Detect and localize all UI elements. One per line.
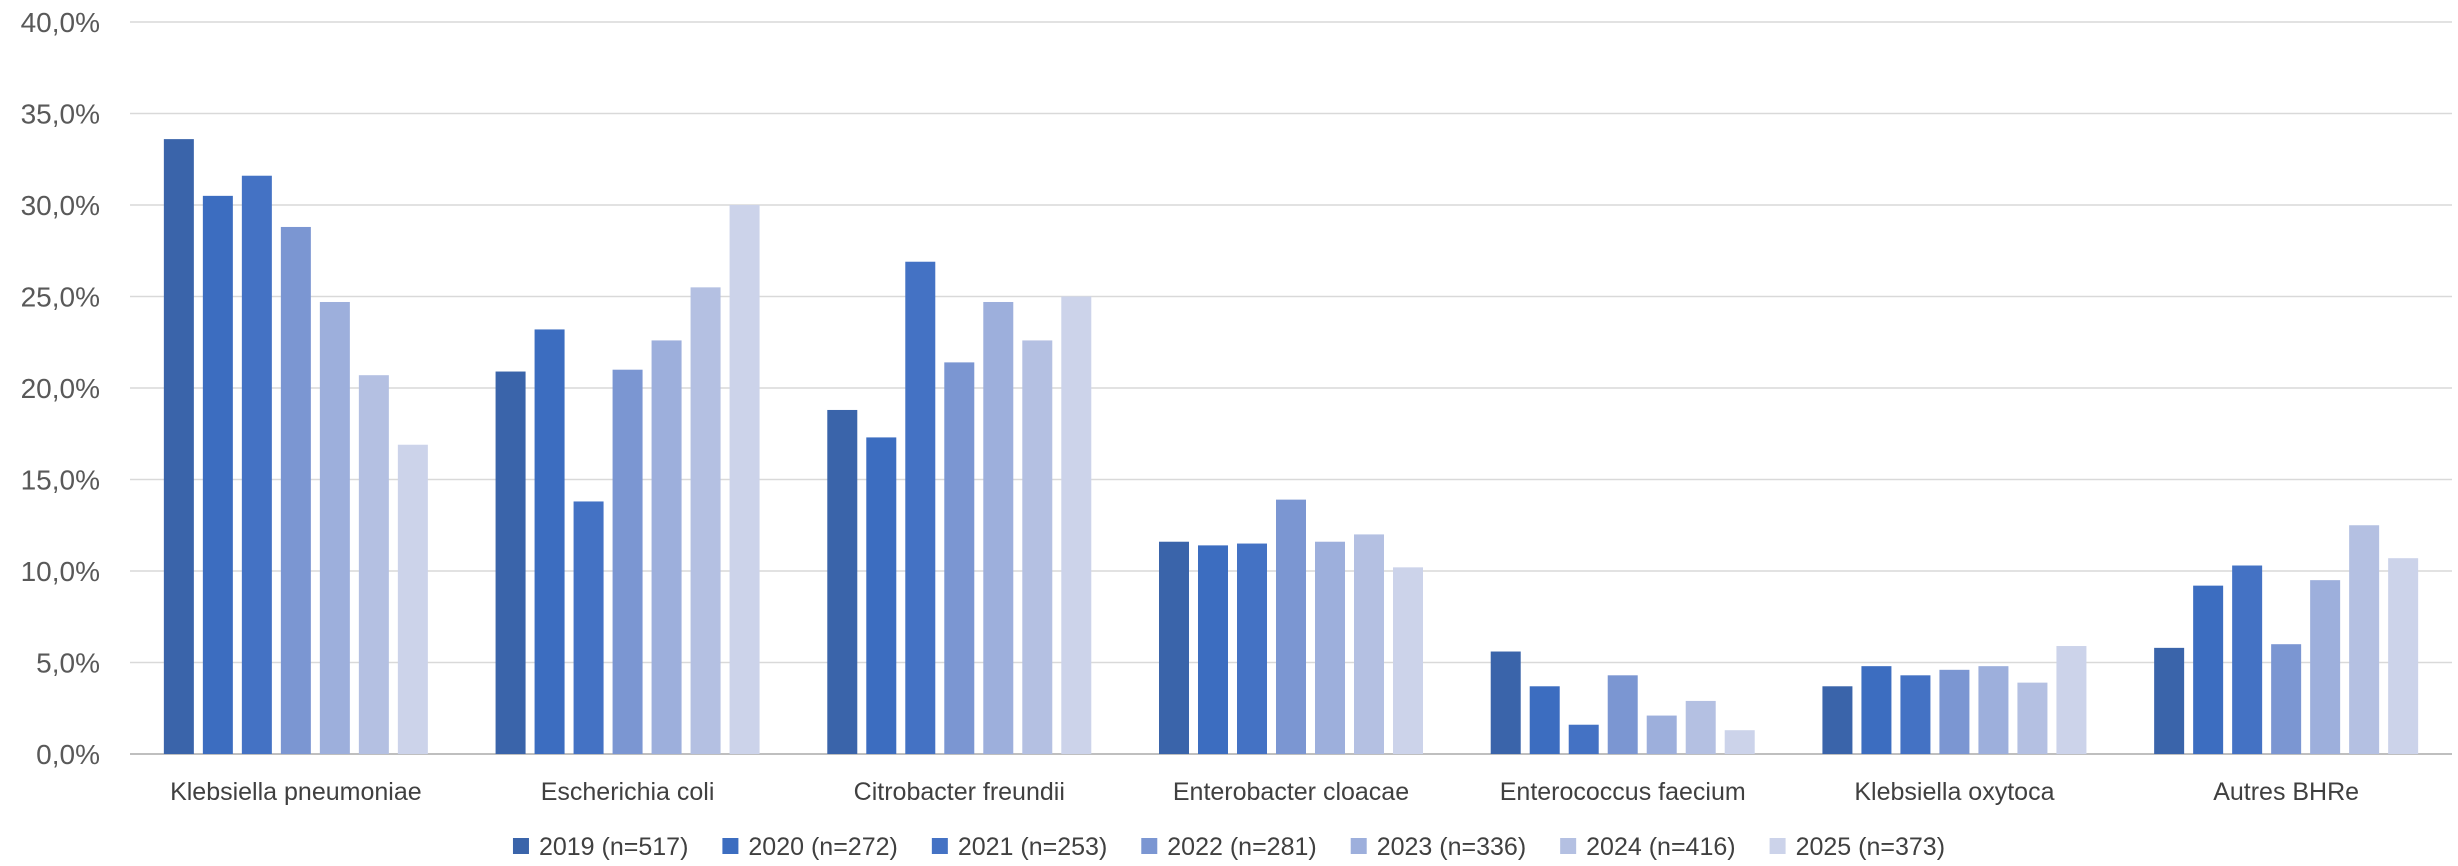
bar [983,301,1014,754]
legend-swatch [512,838,529,854]
bar [1900,675,1931,754]
bar [397,444,428,754]
bar [2154,647,2185,754]
bar [1276,499,1306,754]
bar [1529,686,1560,754]
legend-label: 2024 (n=416) [1586,833,1735,861]
bar [1646,715,1677,754]
x-category-label: Escherichia coli [541,778,715,806]
bar [1607,675,1638,754]
bar [944,362,975,754]
bar [1822,686,1853,754]
legend-label: 2019 (n=517) [539,833,688,861]
x-category-label: Enterococcus faecium [1500,778,1746,806]
bar [1159,541,1189,754]
bar [2349,525,2380,754]
bar [612,369,643,754]
bar [2388,558,2419,754]
legend-item: 2021 (n=253) [931,833,1107,861]
bar [358,375,389,754]
y-tick-label: 15,0% [21,465,100,496]
bar [1061,296,1092,754]
bar [2310,580,2341,754]
x-category-label: Klebsiella oxytoca [1854,778,2054,806]
x-axis-categories: Klebsiella pneumoniae Escherichia coli Cit… [170,778,2359,806]
bar [729,205,760,754]
y-axis-ticks: 0,0% 5,0% 10,0% 15,0% 20,0% 25,0% 30,0% 35,0% 40… [21,7,100,770]
x-category-label: Autres BHRe [2213,778,2359,806]
legend-swatch [722,838,739,854]
y-tick-label: 0,0% [36,739,100,770]
legend-item: 2025 (n=373) [1769,833,1945,861]
y-tick-label: 5,0% [36,648,100,679]
bar [495,371,526,754]
y-tick-label: 40,0% [21,7,100,38]
bar [1393,567,1423,754]
bar [1939,669,1970,754]
bar [2232,565,2263,754]
y-tick-label: 35,0% [21,99,100,130]
bars [163,139,2419,755]
bar [1724,730,1755,754]
bar [1354,534,1384,754]
bar [2271,644,2302,754]
bar [2017,682,2048,754]
bar [651,340,682,754]
bar [280,226,311,754]
bar [1022,340,1053,754]
x-category-label: Klebsiella pneumoniae [170,778,422,806]
bar [534,329,565,754]
legend-item: 2023 (n=336) [1350,833,1526,861]
bar [2193,585,2224,754]
legend-label: 2022 (n=281) [1167,833,1316,861]
legend-label: 2025 (n=373) [1796,833,1945,861]
bar [1568,724,1599,754]
legend-label: 2023 (n=336) [1377,833,1526,861]
x-category-label: Enterobacter cloacae [1173,778,1409,806]
y-tick-label: 20,0% [21,373,100,404]
legend-swatch [1560,838,1577,854]
legend-label: 2020 (n=272) [748,833,897,861]
bar [2056,646,2087,754]
legend-item: 2022 (n=281) [1141,833,1317,861]
legend-item: 2020 (n=272) [722,833,898,861]
bar [1315,541,1345,754]
bar [1198,545,1228,754]
x-category-label: Citrobacter freundii [854,778,1065,806]
bar [1490,651,1521,754]
bar [827,409,858,754]
legend-swatch [1350,838,1367,854]
legend-swatch [1141,838,1158,854]
bar [1978,666,2009,754]
legend: 2019 (n=517) 2020 (n=272) 2021 (n=253) 2022… [512,833,1945,861]
bar [1237,543,1267,754]
legend-label: 2021 (n=253) [958,833,1107,861]
bar [690,287,721,754]
bar [573,501,604,754]
bar [905,261,936,754]
bar [241,175,272,755]
bar [1685,700,1716,754]
bar [866,437,897,754]
legend-item: 2019 (n=517) [512,833,688,861]
legend-swatch [1769,838,1786,854]
bar [202,195,233,755]
bar [163,139,194,754]
y-tick-label: 10,0% [21,556,100,587]
legend-item: 2024 (n=416) [1560,833,1736,861]
bar [319,301,350,754]
bar [1861,666,1892,754]
legend-swatch [931,838,948,854]
y-tick-label: 25,0% [21,282,100,313]
y-tick-label: 30,0% [21,190,100,221]
